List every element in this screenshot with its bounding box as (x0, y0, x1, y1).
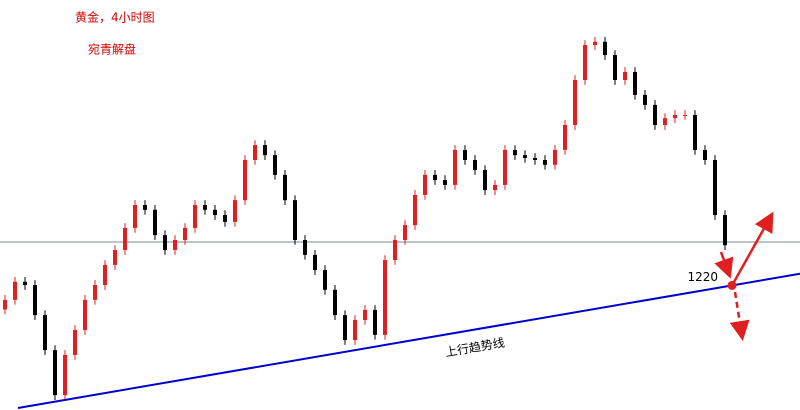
candle-body (333, 289, 337, 316)
candle-body (653, 104, 657, 126)
candle-body (433, 174, 437, 181)
candle-body (703, 149, 707, 160)
candle-body (553, 149, 557, 165)
candle-body (113, 250, 117, 265)
candle-body (3, 299, 7, 310)
candle-body (223, 215, 227, 222)
candle-body (493, 184, 497, 191)
candle-body (23, 281, 27, 285)
candle-body (613, 55, 617, 80)
candle-body (713, 159, 717, 216)
candle-body (63, 354, 67, 396)
dashed-arrow (729, 291, 750, 341)
candle-body (413, 194, 417, 226)
candle-body (173, 239, 177, 251)
candle-body (53, 350, 57, 396)
candle-body (473, 159, 477, 171)
candle-body (83, 299, 87, 331)
candle-body (633, 71, 637, 95)
candle-body (723, 215, 727, 246)
candle-body (263, 145, 267, 156)
candle-body (103, 264, 107, 285)
candle-body (543, 159, 547, 165)
candle-body (163, 235, 167, 251)
candle-body (153, 209, 157, 236)
up-arrow (732, 211, 774, 283)
chart-subtitle: 宛青解盘 (88, 42, 136, 57)
candle-body (423, 174, 427, 195)
candle-body (93, 284, 97, 300)
candle-body (193, 205, 197, 228)
candle-body (673, 114, 677, 119)
candle-body (323, 270, 327, 290)
candle-body (283, 174, 287, 201)
candle-body (623, 71, 627, 80)
candle-body (33, 284, 37, 316)
candle-body (373, 309, 377, 335)
trendline-label: 上行趋势线 (444, 336, 506, 360)
candle-body (383, 260, 387, 335)
candle-body (253, 145, 257, 160)
candle-body (123, 227, 127, 251)
candle-body (273, 155, 277, 175)
candle-body (643, 94, 647, 105)
candle-body (293, 200, 297, 240)
candle-body (683, 114, 687, 116)
candle-body (363, 309, 367, 320)
candle-body (313, 254, 317, 271)
candle-body (143, 205, 147, 210)
candle-body (403, 225, 407, 240)
candle-body (693, 114, 697, 150)
candle-body (233, 200, 237, 222)
candle-body (243, 159, 247, 201)
candle-body (513, 149, 517, 156)
candle-body (663, 118, 667, 126)
candle-body (453, 149, 457, 185)
candle-body (303, 239, 307, 255)
candle-body (353, 319, 357, 341)
candle-body (503, 149, 507, 185)
candle-body (13, 281, 17, 300)
candle-body (483, 170, 487, 191)
candle-body (203, 205, 207, 210)
candle-body (43, 315, 47, 351)
down-arrow (714, 251, 734, 279)
candle-body (603, 41, 607, 56)
candle-body (583, 45, 587, 80)
candle-body (443, 180, 447, 185)
candle-body (463, 149, 467, 160)
level-label: 1220 (687, 270, 718, 284)
candle-body (593, 41, 597, 46)
candle-body (563, 125, 567, 150)
candle-body (523, 155, 527, 158)
candle-body (343, 315, 347, 341)
trendline (17, 272, 800, 409)
candle-body (213, 209, 217, 216)
candle-body (533, 157, 537, 160)
candle-body (133, 205, 137, 228)
candle-body (573, 79, 577, 126)
candle-body (183, 227, 187, 240)
level-point (727, 280, 737, 290)
candle-body (393, 239, 397, 261)
chart-title: 黄金，4小时图 (75, 10, 155, 25)
candle-body (73, 330, 77, 355)
